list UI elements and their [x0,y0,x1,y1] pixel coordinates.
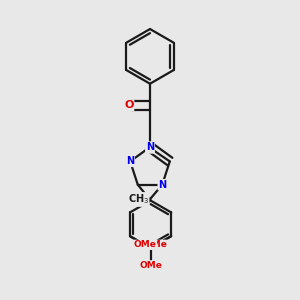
Text: CH$_3$: CH$_3$ [128,193,149,206]
Text: N: N [158,180,166,190]
Text: O: O [124,100,134,110]
Text: OMe: OMe [145,240,168,249]
Text: OMe: OMe [139,261,162,270]
Text: N: N [126,156,134,167]
Text: S: S [146,143,154,153]
Text: N: N [146,142,154,152]
Text: OMe: OMe [134,240,156,249]
